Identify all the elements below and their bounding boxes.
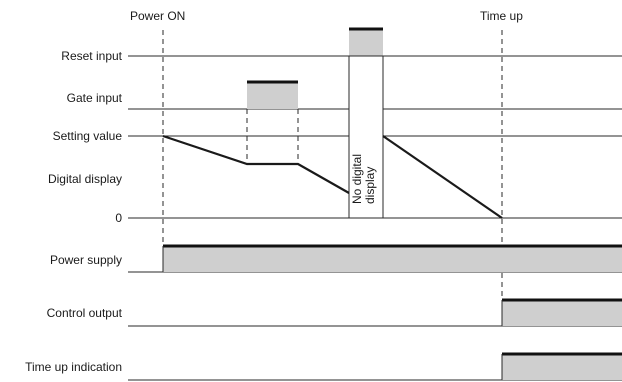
reset-input-label: Reset input <box>61 49 122 63</box>
gate-input-pulse <box>247 82 298 109</box>
power-supply-label: Power supply <box>50 253 122 267</box>
display-countdown-1 <box>162 134 350 194</box>
setting-value-label: Setting value <box>53 129 123 143</box>
time-up-indication-label: Time up indication <box>25 360 122 374</box>
display-countdown-2 <box>382 135 503 219</box>
no-display-line2: display <box>363 167 377 204</box>
gate-input-label: Gate input <box>67 91 123 105</box>
control-output-signal <box>502 300 622 326</box>
power-on-label: Power ON <box>130 9 185 23</box>
time-up-indication-signal <box>502 354 622 380</box>
power-supply-signal <box>163 246 622 272</box>
digital-display-label: Digital display <box>48 172 122 186</box>
control-output-label: Control output <box>47 306 123 320</box>
reset-input-pulse <box>349 29 383 56</box>
time-up-label: Time up <box>480 9 523 23</box>
zero-label: 0 <box>115 211 122 225</box>
no-display-line1: No digital <box>350 154 364 204</box>
